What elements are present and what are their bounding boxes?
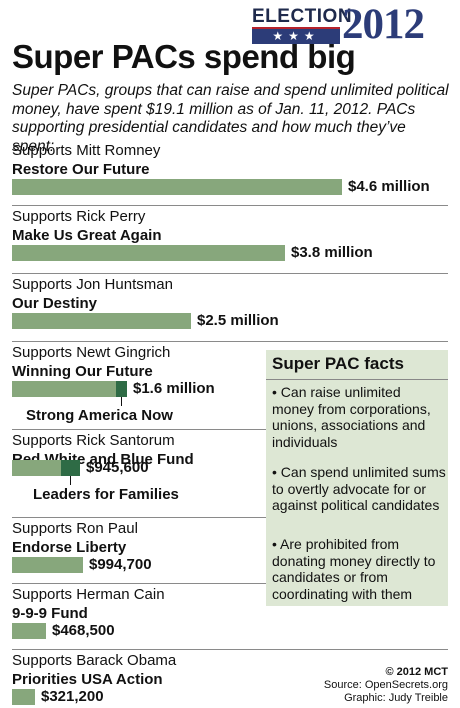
election-2012-logo: ELECTION ★★★ 2012 bbox=[252, 1, 452, 48]
page-subtitle: Super PACs, groups that can raise and sp… bbox=[12, 82, 449, 155]
facts-box: Super PAC facts • Can raise unlimited mo… bbox=[266, 350, 448, 606]
leader-line bbox=[70, 476, 71, 485]
pac-name-label: Endorse Liberty bbox=[12, 539, 127, 556]
pac-name-label: Our Destiny bbox=[12, 295, 98, 312]
supports-label: Supports Ron Paul bbox=[12, 520, 138, 537]
section-divider bbox=[12, 341, 448, 342]
section-divider bbox=[12, 583, 448, 584]
bar bbox=[61, 460, 80, 476]
value-label: $4.6 million bbox=[348, 178, 430, 195]
pac-name-label: Winning Our Future bbox=[12, 363, 153, 380]
pac-name-label: Restore Our Future bbox=[12, 161, 150, 178]
supports-label: Supports Newt Gingrich bbox=[12, 344, 171, 361]
graphic-credit: Graphic: Judy Treible bbox=[344, 692, 448, 704]
credits: © 2012 MCT Source: OpenSecrets.org Graph… bbox=[324, 666, 448, 705]
leader-line bbox=[121, 397, 122, 406]
source-credit: Source: OpenSecrets.org bbox=[323, 679, 448, 691]
supports-label: Supports Herman Cain bbox=[12, 586, 165, 603]
fact-item: • Can spend unlimited sums to overtly ad… bbox=[272, 464, 446, 513]
section-divider bbox=[12, 649, 448, 650]
bar bbox=[12, 557, 83, 573]
bar bbox=[12, 381, 116, 397]
pac-name-label: Make Us Great Again bbox=[12, 227, 162, 244]
fact-item: • Can raise unlimited money from corpora… bbox=[272, 384, 431, 450]
section-divider bbox=[12, 429, 448, 430]
bar bbox=[12, 313, 191, 329]
fact-item: • Are prohibited from donating money dir… bbox=[272, 536, 436, 602]
logo-stripe bbox=[252, 27, 340, 29]
value-label: $1.6 million bbox=[133, 380, 215, 397]
facts-title: Super PAC facts bbox=[272, 354, 404, 373]
supports-label: Supports Mitt Romney bbox=[12, 142, 161, 159]
bar bbox=[12, 179, 342, 195]
logo-word: ELECTION bbox=[252, 6, 353, 27]
copyright: © 2012 MCT bbox=[385, 666, 448, 678]
section-divider bbox=[12, 273, 448, 274]
bar bbox=[12, 623, 46, 639]
bar bbox=[12, 460, 61, 476]
supports-label: Supports Jon Huntsman bbox=[12, 276, 173, 293]
facts-rule bbox=[266, 379, 448, 380]
value-label: $2.5 million bbox=[197, 312, 279, 329]
section-divider bbox=[12, 205, 448, 206]
sub-pac-label: Leaders for Families bbox=[33, 486, 179, 503]
bar bbox=[12, 245, 285, 261]
supports-label: Supports Barack Obama bbox=[12, 652, 177, 669]
value-label: $3.8 million bbox=[291, 244, 373, 261]
value-label: $945,600 bbox=[86, 459, 149, 476]
pac-name-label: 9-9-9 Fund bbox=[12, 605, 88, 622]
supports-label: Supports Rick Santorum bbox=[12, 432, 175, 449]
value-label: $994,700 bbox=[89, 556, 152, 573]
supports-label: Supports Rick Perry bbox=[12, 208, 146, 225]
value-label: $468,500 bbox=[52, 622, 115, 639]
bar bbox=[116, 381, 127, 397]
section-divider bbox=[12, 517, 448, 518]
pac-name-label: Priorities USA Action bbox=[12, 671, 163, 688]
logo-year: 2012 bbox=[342, 1, 425, 48]
value-label: $321,200 bbox=[41, 688, 104, 705]
page-title: Super PACs spend big bbox=[12, 38, 356, 75]
sub-pac-label: Strong America Now bbox=[26, 407, 173, 424]
bar bbox=[12, 689, 35, 705]
logo-stars: ★★★ bbox=[252, 29, 340, 44]
